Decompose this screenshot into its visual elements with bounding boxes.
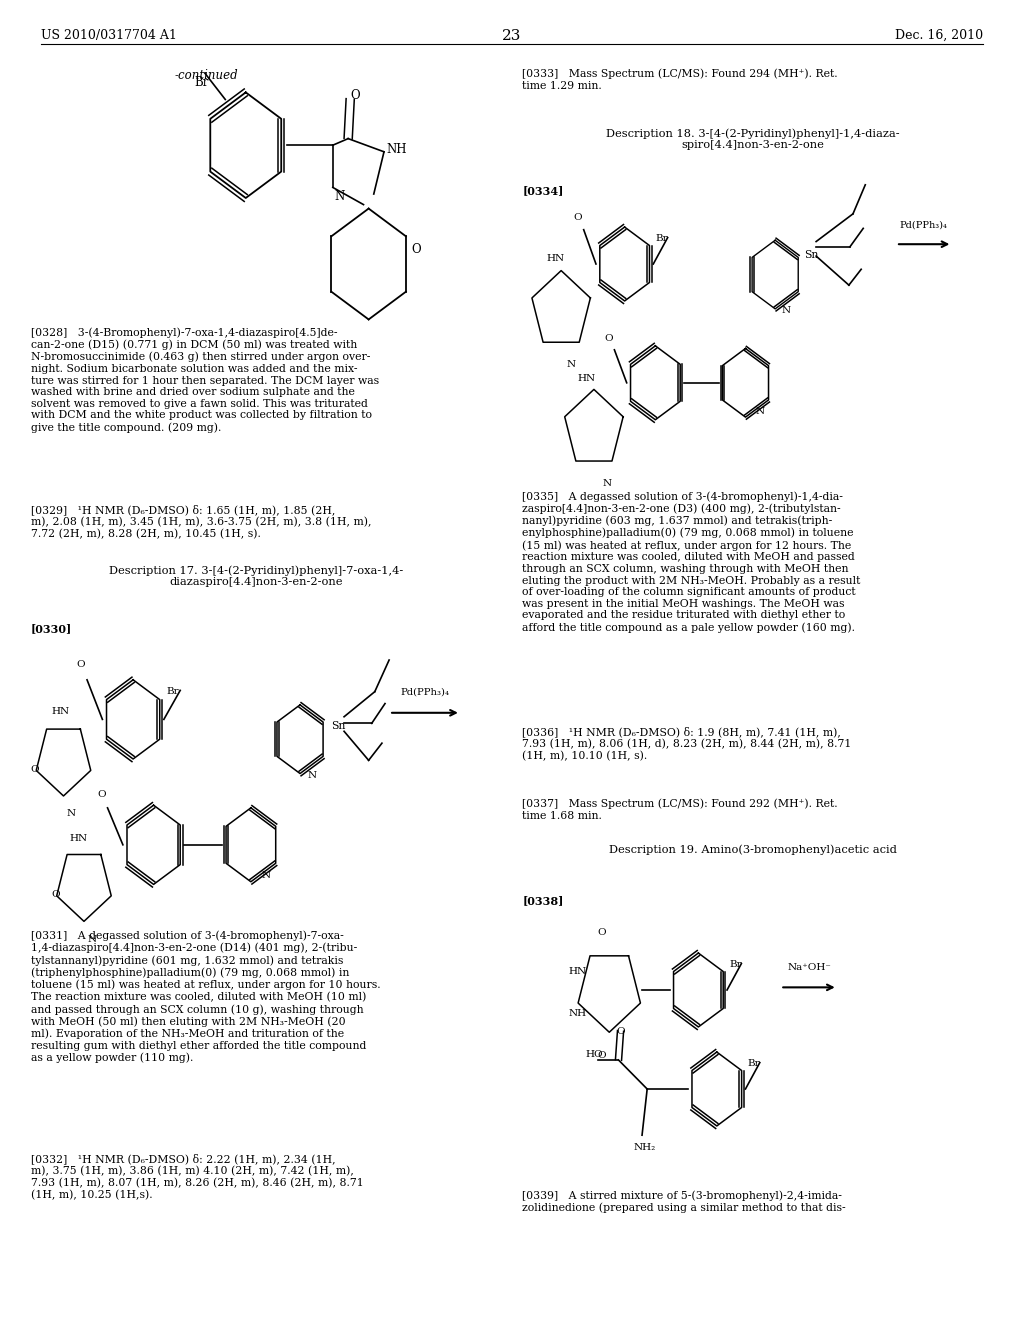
Text: [0330]: [0330] [31,623,72,634]
Text: -continued: -continued [174,69,238,82]
Text: NH₂: NH₂ [634,1143,656,1152]
Text: N: N [307,771,316,780]
Text: N: N [335,190,345,203]
Text: O: O [573,213,582,222]
Text: [0331]   A degassed solution of 3-(4-bromophenyl)-7-oxa-
1,4-diazaspiro[4.4]non-: [0331] A degassed solution of 3-(4-bromo… [31,931,380,1063]
Text: Sn: Sn [804,249,818,260]
Text: Br: Br [748,1059,760,1068]
Text: N: N [261,871,270,880]
Text: 23: 23 [503,29,521,44]
Text: N: N [756,407,765,416]
Text: HN: HN [70,834,88,842]
Text: Sn: Sn [331,721,345,731]
Text: Na⁺OH⁻: Na⁺OH⁻ [787,962,830,972]
Text: [0333]   Mass Spectrum (LC/MS): Found 294 (MH⁺). Ret.
time 1.29 min.: [0333] Mass Spectrum (LC/MS): Found 294 … [522,69,838,91]
Text: Pd(PPh₃)₄: Pd(PPh₃)₄ [400,688,450,697]
Text: [0329]   ¹H NMR (D₆-DMSO) δ: 1.65 (1H, m), 1.85 (2H,
m), 2.08 (1H, m), 3.45 (1H,: [0329] ¹H NMR (D₆-DMSO) δ: 1.65 (1H, m),… [31,504,372,539]
Text: [0338]: [0338] [522,895,563,906]
Text: O: O [597,1051,605,1060]
Text: N: N [87,935,96,944]
Text: N: N [566,360,575,370]
Text: HN: HN [547,255,565,263]
Text: NH: NH [568,1010,587,1018]
Text: N: N [781,306,791,315]
Text: HO: HO [586,1051,603,1059]
Text: HN: HN [568,968,587,975]
Text: O: O [616,1027,625,1036]
Text: US 2010/0317704 A1: US 2010/0317704 A1 [41,29,177,42]
Text: Pd(PPh₃)₄: Pd(PPh₃)₄ [900,220,947,230]
Text: [0332]   ¹H NMR (D₆-DMSO) δ: 2.22 (1H, m), 2.34 (1H,
m), 3.75 (1H, m), 3.86 (1H,: [0332] ¹H NMR (D₆-DMSO) δ: 2.22 (1H, m),… [31,1154,364,1200]
Text: HN: HN [578,375,596,383]
Text: HN: HN [51,708,70,715]
Text: Description 17. 3-[4-(2-Pyridinyl)phenyl]-7-oxa-1,4-
diazaspiro[4.4]non-3-en-2-o: Description 17. 3-[4-(2-Pyridinyl)phenyl… [109,565,403,587]
Text: Description 18. 3-[4-(2-Pyridinyl)phenyl]-1,4-diaza-
spiro[4.4]non-3-en-2-one: Description 18. 3-[4-(2-Pyridinyl)phenyl… [606,128,899,150]
Text: Description 19. Amino(3-bromophenyl)acetic acid: Description 19. Amino(3-bromophenyl)acet… [608,845,897,855]
Text: N: N [602,479,611,488]
Text: O: O [77,660,85,669]
Text: O: O [350,88,359,102]
Text: [0328]   3-(4-Bromophenyl)-7-oxa-1,4-diazaspiro[4.5]de-
can-2-one (D15) (0.771 g: [0328] 3-(4-Bromophenyl)-7-oxa-1,4-diaza… [31,327,379,433]
Text: O: O [51,891,59,899]
Text: Br: Br [729,960,741,969]
Text: O: O [97,789,105,799]
Text: O: O [31,766,39,774]
Text: Br: Br [167,686,179,696]
Text: [0339]   A stirred mixture of 5-(3-bromophenyl)-2,4-imida-
zolidinedione (prepar: [0339] A stirred mixture of 5-(3-bromoph… [522,1191,846,1213]
Text: O: O [604,334,612,343]
Text: N: N [67,809,76,818]
Text: NH: NH [386,143,407,156]
Text: O: O [411,243,421,256]
Text: O: O [597,928,605,937]
Text: Dec. 16, 2010: Dec. 16, 2010 [895,29,983,42]
Text: [0334]: [0334] [522,185,563,195]
Text: Br: Br [655,234,668,243]
Text: [0336]   ¹H NMR (D₆-DMSO) δ: 1.9 (8H, m), 7.41 (1H, m),
7.93 (1H, m), 8.06 (1H, : [0336] ¹H NMR (D₆-DMSO) δ: 1.9 (8H, m), … [522,726,852,760]
Text: [0337]   Mass Spectrum (LC/MS): Found 292 (MH⁺). Ret.
time 1.68 min.: [0337] Mass Spectrum (LC/MS): Found 292 … [522,799,838,821]
Text: [0335]   A degassed solution of 3-(4-bromophenyl)-1,4-dia-
zaspiro[4.4]non-3-en-: [0335] A degassed solution of 3-(4-bromo… [522,491,860,632]
Text: Br: Br [195,77,209,88]
